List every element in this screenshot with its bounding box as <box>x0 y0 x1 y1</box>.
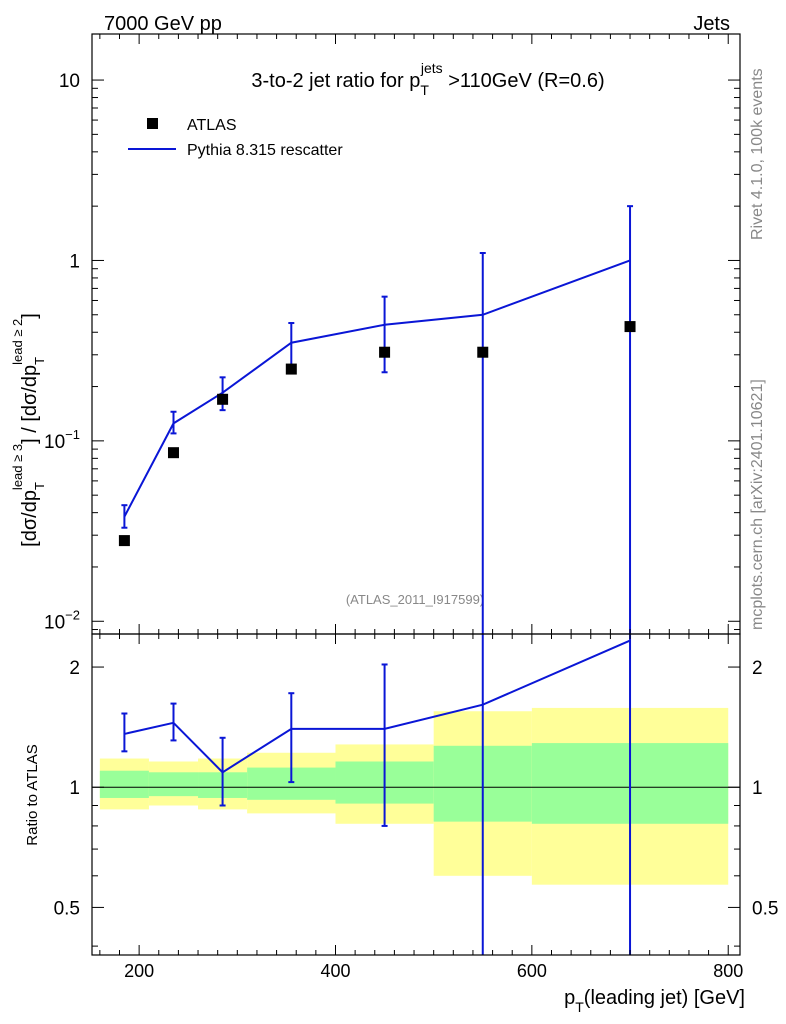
atlas-point-1 <box>167 447 179 459</box>
atlas-point-6 <box>624 321 636 333</box>
band-inner-0 <box>99 770 149 798</box>
analysis-id: (ATLAS_2011_I917599) <box>346 592 484 607</box>
legend-label-atlas: ATLAS <box>187 117 237 134</box>
ratio-ytick-label-left-0: 0.5 <box>54 898 80 919</box>
mc-line <box>123 259 631 518</box>
ratio-ytick-label-right-1: 1 <box>752 778 763 799</box>
legend-marker-atlas <box>147 118 158 129</box>
chart-title: 3-to-2 jet ratio for pTjets >110GeV (R=0… <box>251 60 604 98</box>
svg-text:[dσ/dpTlead ≥ 3] / [dσ/dpTlead: [dσ/dpTlead ≥ 3] / [dσ/dpTlead ≥ 2] <box>10 313 47 547</box>
mcplots-label: mcplots.cern.ch [arXiv:2401.10621] <box>749 379 766 630</box>
main-ytick-label-3: 10 <box>59 71 80 92</box>
main-ytick-label-2: 1 <box>69 251 80 272</box>
x-tick-label-800: 800 <box>713 961 743 981</box>
main-ylabel: [dσ/dpTlead ≥ 3] / [dσ/dpTlead ≥ 2] <box>10 313 47 547</box>
main-ytick-label-0: 10−2 <box>44 607 80 633</box>
atlas-point-2 <box>217 393 229 405</box>
header-right: Jets <box>693 13 730 35</box>
x-tick-label-200: 200 <box>124 961 154 981</box>
atlas-point-5 <box>477 346 489 358</box>
tick-labels: 200 400 600 800 10−2 10−1 1 10 0.5 0.5 1 1 2 2 <box>44 71 778 981</box>
atlas-point-0 <box>118 535 130 547</box>
legend: ATLAS Pythia 8.315 rescatter <box>128 117 343 159</box>
x-tick-label-400: 400 <box>320 961 350 981</box>
ratio-uncertainty-bands <box>99 707 729 885</box>
header-left: 7000 GeV pp <box>104 13 222 35</box>
ratio-ytick-label-left-2: 2 <box>69 658 80 679</box>
band-inner-1 <box>148 772 199 797</box>
x-tick-label-600: 600 <box>517 961 547 981</box>
atlas-point-4 <box>379 346 391 358</box>
x-axis-label: pT(leading jet) [GeV] <box>564 987 745 1015</box>
rivet-label: Rivet 4.1.0, 100k events <box>749 68 766 240</box>
ratio-ytick-label-right-2: 2 <box>752 658 763 679</box>
ratio-frame <box>91 633 741 956</box>
ratio-plot-marks <box>121 634 632 955</box>
atlas-point-3 <box>285 363 297 375</box>
axes <box>91 33 741 956</box>
ratio-ytick-label-left-1: 1 <box>69 778 80 799</box>
main-plot-marks <box>118 205 636 634</box>
legend-label-mc: Pythia 8.315 rescatter <box>187 142 343 159</box>
ratio-ytick-label-right-0: 0.5 <box>752 898 778 919</box>
main-ytick-label-1: 10−1 <box>44 427 80 453</box>
ratio-ylabel: Ratio to ATLAS <box>24 744 41 845</box>
